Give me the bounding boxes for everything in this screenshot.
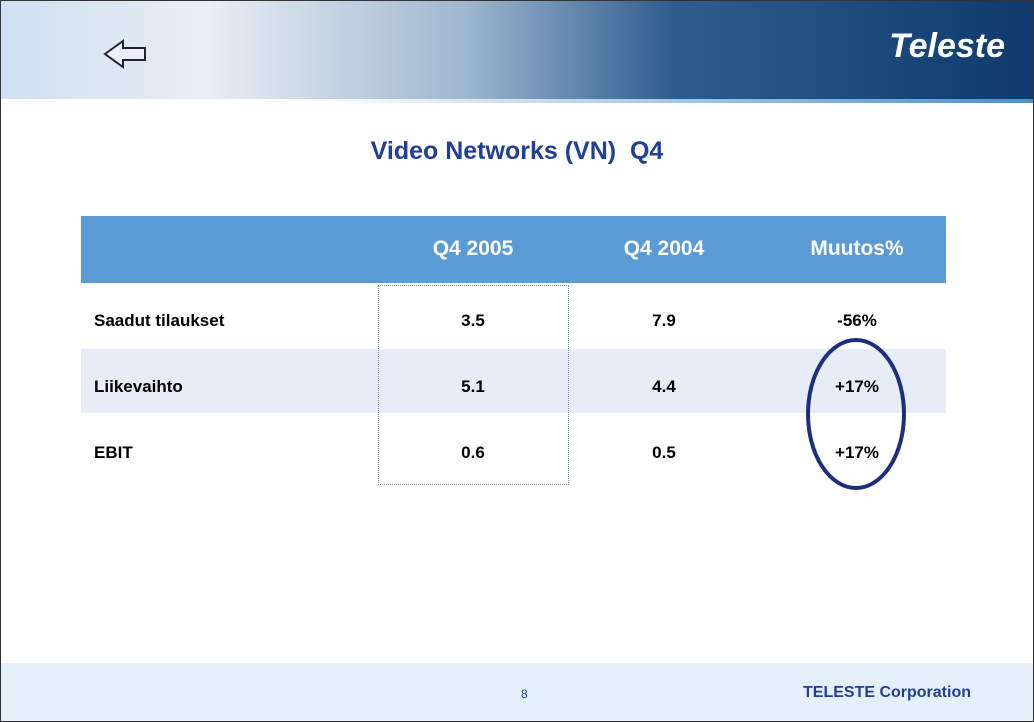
highlight-ellipse xyxy=(801,334,911,494)
cell: 5.1 xyxy=(373,377,573,397)
company: TELESTE Corporation xyxy=(803,684,971,702)
cell: +17% xyxy=(757,443,957,463)
row-label: EBIT xyxy=(94,443,133,463)
cell: 0.6 xyxy=(373,443,573,463)
cell: 7.9 xyxy=(564,311,764,331)
cell: 3.5 xyxy=(373,311,573,331)
header-banner xyxy=(1,1,1033,101)
column-header: Q4 2004 xyxy=(564,237,764,261)
cell: 4.4 xyxy=(564,377,764,397)
cell: 0.5 xyxy=(564,443,764,463)
column-header: Muutos% xyxy=(757,237,957,261)
row-label: Saadut tilaukset xyxy=(94,311,224,331)
cell: -56% xyxy=(757,311,957,331)
row-label: Liikevaihto xyxy=(94,377,183,397)
page-number: 8 xyxy=(521,687,528,701)
cell: +17% xyxy=(757,377,957,397)
logo: Teleste xyxy=(889,27,1005,66)
slide: Teleste Video Networks (VN) Q4 Q4 2005Q4… xyxy=(0,0,1034,722)
column-header: Q4 2005 xyxy=(373,237,573,261)
arrow-icon xyxy=(101,37,151,71)
header-rule xyxy=(1,99,1033,103)
slide-title: Video Networks (VN) Q4 xyxy=(1,137,1033,166)
